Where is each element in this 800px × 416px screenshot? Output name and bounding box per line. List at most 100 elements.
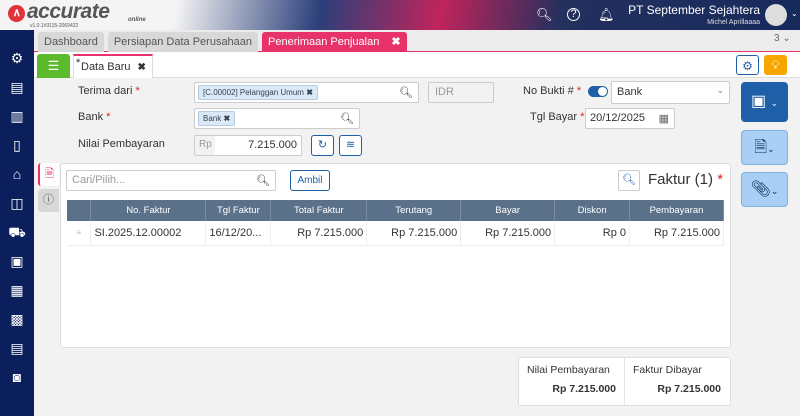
terima-dari-input[interactable]: [C.00002] Pelanggan Umum ✖ 🔍︎ [194,82,419,103]
subtab-data-baru[interactable]: * Data Baru ✖ [73,54,153,78]
table-header-row: No. Faktur Tgl Faktur Total Faktur Terut… [67,200,724,221]
inventory-trolley-icon[interactable]: ▣ [10,253,24,269]
document-icon: 🗎︎ [45,168,54,180]
tgl-bayar-label: Tgl Bayar * [530,111,585,123]
paperclip-icon: 📎︎ [750,181,771,198]
chevron-down-icon[interactable]: ⌄ [791,9,798,18]
tips-button[interactable]: 💡︎ [764,55,787,75]
ambil-button[interactable]: Ambil [290,170,330,191]
version-label: v1.0.1#3115-2069422 [30,23,79,29]
faktur-title: Faktur (1) * [648,171,724,188]
sidebar [0,30,34,416]
subtab-bar [34,52,800,78]
gear-icon: ⚙ [742,59,753,73]
col-total-faktur[interactable]: Total Faktur [270,200,368,221]
col-diskon[interactable]: Diskon [554,200,631,221]
search-icon[interactable]: 🔍︎ [256,175,270,187]
ledger-icon[interactable]: ▯ [13,137,21,153]
cell-pembayaran: Rp 7.215.000 [629,221,724,246]
auto-number-toggle[interactable] [588,86,608,97]
faktur-table: No. Faktur Tgl Faktur Total Faktur Terut… [67,200,724,246]
tax-icon[interactable]: ▤ [10,340,24,356]
search-icon[interactable]: 🔍︎ [340,113,354,125]
terima-dari-label: Terima dari * [78,85,140,97]
close-icon[interactable]: ✖ [391,36,401,48]
chevron-down-icon: ⌄ [716,85,724,95]
bell-icon[interactable]: 🔔︎ [598,7,615,22]
settings-icon[interactable]: ⚙ [10,50,24,66]
col-no-faktur[interactable]: No. Faktur [90,200,207,221]
calendar-icon[interactable]: ▦ [658,113,669,125]
production-icon[interactable]: ▩ [10,311,24,327]
tab-count[interactable]: 3 ⌄ [774,33,791,44]
report-icon[interactable]: ◙ [12,369,22,385]
tab-dashboard[interactable]: Dashboard [38,32,104,52]
tab-faktur-side[interactable]: 🗎︎ [38,163,59,186]
search-placeholder: Cari/Pilih... [72,174,126,186]
sales-bag-icon[interactable]: ◫ [10,195,24,211]
help-icon[interactable]: ? [567,8,580,21]
remove-icon[interactable]: ✖ [306,88,313,97]
table-row[interactable]: ≡ SI.2025.12.00002 16/12/20... Rp 7.215.… [67,221,724,246]
document-button[interactable]: 🗎︎⌄ [741,130,788,165]
attachment-button[interactable]: 📎︎⌄ [741,172,788,207]
avatar[interactable] [765,4,787,26]
settings-button[interactable]: ⚙ [736,55,759,75]
user-name: Michel Aprillaaaa [707,19,760,26]
close-icon[interactable]: ✖ [137,62,146,73]
logo-sub: online [128,17,146,23]
nilai-value: 7.215.000 [248,139,297,151]
faktur-panel [60,163,731,348]
faktur-search-input[interactable]: Cari/Pilih... 🔍︎ [66,170,276,191]
tab-info-side[interactable]: ⓘ [38,189,59,212]
cart-icon[interactable]: ⛟ [8,224,26,240]
cell-total-faktur: Rp 7.215.000 [270,221,368,246]
col-terutang[interactable]: Terutang [366,200,462,221]
app-header [0,0,800,30]
currency-prefix: Rp [195,136,215,155]
col-tgl-faktur[interactable]: Tgl Faktur [205,200,272,221]
company-name[interactable]: PT September Sejahtera [628,3,760,17]
summary-faktur-label: Faktur Dibayar [633,364,702,376]
bank-icon[interactable]: ⌂ [12,166,22,182]
bank-input[interactable]: Bank ✖ 🔍︎ [194,108,360,129]
nilai-pembayaran-label: Nilai Pembayaran [78,138,165,150]
save-button[interactable]: ▣ ⌄ [741,82,788,122]
bank-label: Bank * [78,111,111,123]
cell-bayar: Rp 7.215.000 [460,221,556,246]
col-pembayaran[interactable]: Pembayaran [629,200,724,221]
cash-register-icon[interactable]: ▤ [10,79,24,95]
summary-faktur-value: Rp 7.215.000 [657,383,721,395]
database-icon: ≋ [345,139,356,151]
refresh-icon: ↻ [317,139,328,151]
no-bukti-select[interactable]: Bank ⌄ [611,81,730,104]
summary-nilai-value: Rp 7.215.000 [552,383,616,395]
tab-label: Persiapan Data Perusahaan [113,36,253,48]
company-icon[interactable]: ▥ [10,108,24,124]
asset-icon[interactable]: ▦ [10,282,24,298]
logo-text: accurate [27,0,110,23]
cell-no-faktur: SI.2025.12.00002 [90,221,207,246]
tgl-bayar-input[interactable]: 20/12/2025 ▦ [585,108,675,129]
search-icon[interactable]: 🔍︎ [536,7,553,22]
faktur-search-button[interactable]: 🔍︎ [618,170,640,191]
logo[interactable]: ∧ accurate [8,0,110,23]
database-button[interactable]: ≋ [339,135,362,156]
tab-penerimaan-penjualan[interactable]: Penerimaan Penjualan ✖ [262,32,407,52]
refresh-button[interactable]: ↻ [311,135,334,156]
tab-persiapan[interactable]: Persiapan Data Perusahaan [107,32,259,52]
bank-chip: Bank ✖ [198,111,236,126]
col-bayar[interactable]: Bayar [460,200,556,221]
lightbulb-icon: 💡︎ [771,58,780,72]
cell-tgl-faktur: 16/12/20... [205,221,272,246]
drag-handle-icon[interactable]: ≡ [67,221,92,246]
nilai-pembayaran-input[interactable]: Rp 7.215.000 [194,135,302,156]
remove-icon[interactable]: ✖ [223,114,231,123]
search-icon[interactable]: 🔍︎ [399,87,413,99]
info-icon: ⓘ [43,194,54,206]
search-icon: 🔍︎ [622,174,636,186]
save-icon: ▣ [750,93,767,110]
summary-nilai-label: Nilai Pembayaran [527,364,610,376]
cell-terutang: Rp 7.215.000 [366,221,462,246]
list-button[interactable]: ☰ [37,54,70,78]
